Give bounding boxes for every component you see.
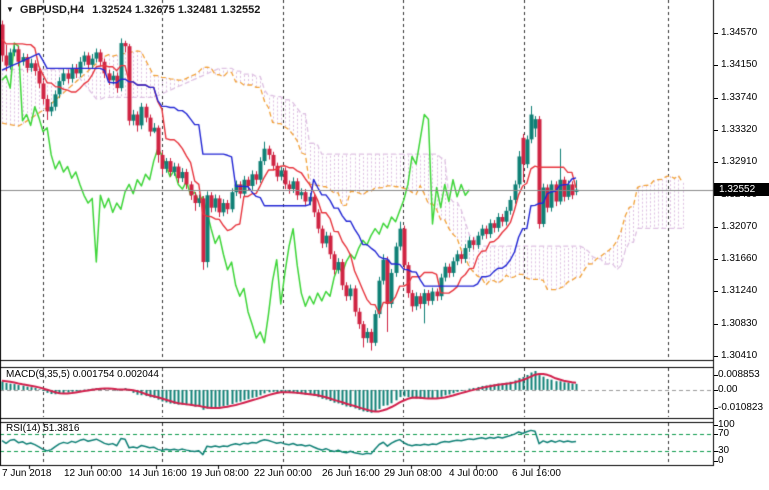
price-tick-label: 1.32910 bbox=[721, 156, 758, 168]
macd-scale-label: 0.00 bbox=[718, 383, 738, 395]
price-tick-label: 1.30830 bbox=[721, 317, 758, 329]
rsi-scale-label: 70 bbox=[718, 428, 730, 439]
time-axis-label: 26 Jun 16:00 bbox=[322, 468, 380, 479]
axis-tick bbox=[714, 408, 718, 409]
price-tick-label: 1.34570 bbox=[721, 27, 758, 38]
time-axis-label: 4 Jul 00:00 bbox=[449, 468, 498, 479]
time-axis-label: 19 Jun 08:00 bbox=[191, 468, 249, 479]
axis-tick bbox=[714, 227, 718, 228]
axis-tick bbox=[714, 451, 718, 452]
macd-scale-label: -0.010823 bbox=[718, 402, 764, 413]
time-axis-label: 6 Jul 16:00 bbox=[512, 468, 561, 479]
rsi-scale-label: 100 bbox=[718, 419, 735, 430]
axis-tick bbox=[714, 130, 718, 131]
axis-tick bbox=[714, 291, 718, 292]
axis-tick bbox=[714, 425, 718, 426]
price-tick-label: 1.34150 bbox=[721, 59, 758, 71]
rsi-value: 51.3816 bbox=[43, 423, 80, 434]
macd-values: 0.001754 0.002044 bbox=[72, 369, 159, 380]
time-axis-label: 22 Jun 00:00 bbox=[254, 468, 312, 479]
axis-tick bbox=[714, 461, 718, 462]
chart-title-symbol: GBPUSD,H4 bbox=[19, 4, 85, 16]
macd-indicator-label: MACD(9,35,5) 0.001754 0.002044 bbox=[6, 369, 159, 380]
rsi-scale-label: 0 bbox=[718, 455, 724, 466]
time-axis-label: 7 Jun 2018 bbox=[2, 468, 52, 479]
rsi-label: RSI(14) bbox=[6, 423, 41, 434]
time-axis[interactable]: 7 Jun 2018 12 Jun 00:00 14 Jun 16:00 19 Jun… bbox=[0, 468, 769, 490]
rsi-scale-label: 30 bbox=[718, 445, 730, 456]
axis-tick bbox=[714, 356, 718, 357]
time-axis-label: 14 Jun 16:00 bbox=[129, 468, 187, 479]
price-tick-label: 1.32070 bbox=[721, 220, 758, 232]
chart-title: ▼ GBPUSD,H4 1.32524 1.32675 1.32481 1.3255… bbox=[6, 4, 260, 16]
current-price-tag: 1.32552 bbox=[714, 183, 769, 196]
axis-tick bbox=[714, 65, 718, 66]
price-axis[interactable]: 1.345701.341501.337401.333201.329101.324… bbox=[713, 0, 769, 466]
time-axis-label: 29 Jun 08:00 bbox=[384, 468, 442, 479]
axis-tick bbox=[714, 259, 718, 260]
chart-title-ohlc: 1.32524 1.32675 1.32481 1.32552 bbox=[92, 4, 261, 16]
price-tick-label: 1.33320 bbox=[721, 123, 758, 135]
macd-scale-label: 0.008853 bbox=[718, 369, 760, 380]
axis-tick bbox=[714, 98, 718, 99]
time-axis-label: 12 Jun 00:00 bbox=[64, 468, 122, 479]
price-tick-label: 1.30410 bbox=[721, 350, 758, 361]
axis-tick bbox=[714, 324, 718, 325]
axis-tick bbox=[714, 390, 718, 391]
price-tick-label: 1.31240 bbox=[721, 285, 758, 297]
symbol-dropdown-icon[interactable]: ▼ bbox=[6, 5, 14, 14]
price-tick-label: 1.33740 bbox=[721, 91, 758, 103]
macd-label: MACD(9,35,5) bbox=[6, 369, 70, 380]
axis-tick bbox=[714, 375, 718, 376]
price-tick-label: 1.31660 bbox=[721, 253, 758, 265]
rsi-indicator-label: RSI(14) 51.3816 bbox=[6, 423, 79, 434]
axis-tick bbox=[714, 162, 718, 163]
axis-tick bbox=[714, 434, 718, 435]
current-price-tag-value: 1.32552 bbox=[719, 184, 756, 195]
axis-tick bbox=[714, 33, 718, 34]
